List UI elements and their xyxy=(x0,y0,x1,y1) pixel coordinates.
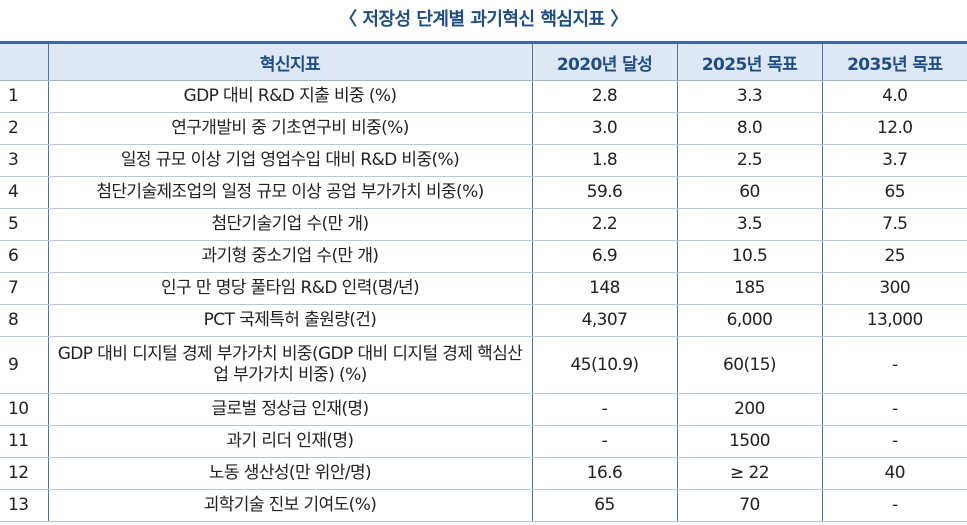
cell-indicator: GDP 대비 R&D 지출 비중 (%) xyxy=(47,80,532,113)
cell-indicator: 괴학기술 진보 기여도(%) xyxy=(47,489,532,522)
cell-target-2025: 10.5 xyxy=(676,240,822,273)
cell-indicator: 연구개발비 중 기초연구비 비중(%) xyxy=(47,112,532,145)
cell-target-2035: - xyxy=(821,393,967,426)
cell-target-2025: 70 xyxy=(676,489,822,522)
table-row: 9 GDP 대비 디지털 경제 부가가치 비중(GDP 대비 디지털 경제 핵심산… xyxy=(0,336,967,394)
table-row: 3 일정 규모 이상 기업 영업수입 대비 R&D 비중(%) 1.8 2.5 3.7 xyxy=(0,144,967,177)
cell-no: 7 xyxy=(0,272,48,305)
cell-target-2035: 65 xyxy=(821,176,967,209)
cell-target-2035: - xyxy=(821,336,967,394)
table-row: 12 노동 생산성(만 위안/명) 16.6 ≥ 22 40 xyxy=(0,457,967,490)
cell-achieved-2020: 2.2 xyxy=(531,208,677,241)
cell-target-2025: 185 xyxy=(676,272,822,305)
cell-target-2025: 8.0 xyxy=(676,112,822,145)
cell-achieved-2020: 1.8 xyxy=(531,144,677,177)
header-target-2025: 2025년 목표 xyxy=(676,42,822,81)
cell-no: 6 xyxy=(0,240,48,273)
table-row: 5 첨단기술기업 수(만 개) 2.2 3.5 7.5 xyxy=(0,208,967,241)
table-title: 〈 저장성 단계별 과기혁신 핵심지표 〉 xyxy=(339,9,628,30)
cell-no: 11 xyxy=(0,425,48,458)
cell-target-2035: - xyxy=(821,425,967,458)
cell-indicator: 인구 만 명당 풀타임 R&D 인력(명/년) xyxy=(47,272,532,305)
table-row: 2 연구개발비 중 기초연구비 비중(%) 3.0 8.0 12.0 xyxy=(0,112,967,145)
cell-target-2025: 2.5 xyxy=(676,144,822,177)
cell-target-2035: 4.0 xyxy=(821,80,967,113)
cell-achieved-2020: 2.8 xyxy=(531,80,677,113)
cell-no: 2 xyxy=(0,112,48,145)
cell-target-2025: 1500 xyxy=(676,425,822,458)
header-indicator: 혁신지표 xyxy=(47,42,532,81)
table-row: 1 GDP 대비 R&D 지출 비중 (%) 2.8 3.3 4.0 xyxy=(0,80,967,113)
cell-target-2035: 12.0 xyxy=(821,112,967,145)
cell-target-2035: - xyxy=(821,489,967,522)
cell-indicator: 과기형 중소기업 수(만 개) xyxy=(47,240,532,273)
cell-achieved-2020: 65 xyxy=(531,489,677,522)
cell-target-2025: ≥ 22 xyxy=(676,457,822,490)
table-row: 10 글로벌 정상급 인재(명) -200- xyxy=(0,393,967,426)
cell-target-2035: 7.5 xyxy=(821,208,967,241)
table-row: 13 괴학기술 진보 기여도(%) 65 70- xyxy=(0,489,967,522)
cell-no: 1 xyxy=(0,80,48,113)
cell-no: 5 xyxy=(0,208,48,241)
cell-no: 9 xyxy=(0,336,48,394)
cell-achieved-2020: 3.0 xyxy=(531,112,677,145)
cell-indicator: 과기 리더 인재(명) xyxy=(47,425,532,458)
cell-achieved-2020: - xyxy=(531,425,677,458)
cell-no: 13 xyxy=(0,489,48,522)
table-row: 11 과기 리더 인재(명) -1500- xyxy=(0,425,967,458)
cell-achieved-2020: - xyxy=(531,393,677,426)
cell-no: 12 xyxy=(0,457,48,490)
cell-indicator: GDP 대비 디지털 경제 부가가치 비중(GDP 대비 디지털 경제 핵심산업… xyxy=(47,336,532,394)
cell-no: 3 xyxy=(0,144,48,177)
cell-target-2025: 60(15) xyxy=(676,336,822,394)
cell-indicator: 첨단기술기업 수(만 개) xyxy=(47,208,532,241)
header-row: 혁신지표 2020년 달성 2025년 목표 2035년 목표 xyxy=(0,42,967,81)
cell-target-2035: 25 xyxy=(821,240,967,273)
header-achieved-2020: 2020년 달성 xyxy=(531,42,677,81)
cell-indicator: 글로벌 정상급 인재(명) xyxy=(47,393,532,426)
cell-target-2035: 3.7 xyxy=(821,144,967,177)
cell-target-2025: 3.3 xyxy=(676,80,822,113)
cell-indicator: PCT 국제특허 출원량(건) xyxy=(47,304,532,337)
cell-achieved-2020: 148 xyxy=(531,272,677,305)
table-row: 4 첨단기술제조업의 일정 규모 이상 공업 부가가치 비중(%) 59.6 60 65 xyxy=(0,176,967,209)
table-row: 6 과기형 중소기업 수(만 개) 6.9 10.5 25 xyxy=(0,240,967,273)
cell-achieved-2020: 4,307 xyxy=(531,304,677,337)
cell-target-2025: 200 xyxy=(676,393,822,426)
header-no xyxy=(0,42,48,81)
cell-target-2025: 3.5 xyxy=(676,208,822,241)
table-row: 8 PCT 국제특허 출원량(건) 4,307 6,000 13,000 xyxy=(0,304,967,337)
cell-achieved-2020: 16.6 xyxy=(531,457,677,490)
cell-target-2025: 60 xyxy=(676,176,822,209)
cell-target-2025: 6,000 xyxy=(676,304,822,337)
cell-no: 10 xyxy=(0,393,48,426)
cell-achieved-2020: 6.9 xyxy=(531,240,677,273)
cell-no: 4 xyxy=(0,176,48,209)
cell-indicator: 첨단기술제조업의 일정 규모 이상 공업 부가가치 비중(%) xyxy=(47,176,532,209)
cell-achieved-2020: 45(10.9) xyxy=(531,336,677,394)
table-row: 7 인구 만 명당 풀타임 R&D 인력(명/년) 148 185 300 xyxy=(0,272,967,305)
header-target-2035: 2035년 목표 xyxy=(821,42,967,81)
cell-target-2035: 13,000 xyxy=(821,304,967,337)
indicator-table: 혁신지표 2020년 달성 2025년 목표 2035년 목표 1 GDP 대비 R&D… xyxy=(0,41,967,522)
cell-target-2035: 300 xyxy=(821,272,967,305)
cell-achieved-2020: 59.6 xyxy=(531,176,677,209)
cell-target-2035: 40 xyxy=(821,457,967,490)
cell-no: 8 xyxy=(0,304,48,337)
cell-indicator: 노동 생산성(만 위안/명) xyxy=(47,457,532,490)
cell-indicator: 일정 규모 이상 기업 영업수입 대비 R&D 비중(%) xyxy=(47,144,532,177)
